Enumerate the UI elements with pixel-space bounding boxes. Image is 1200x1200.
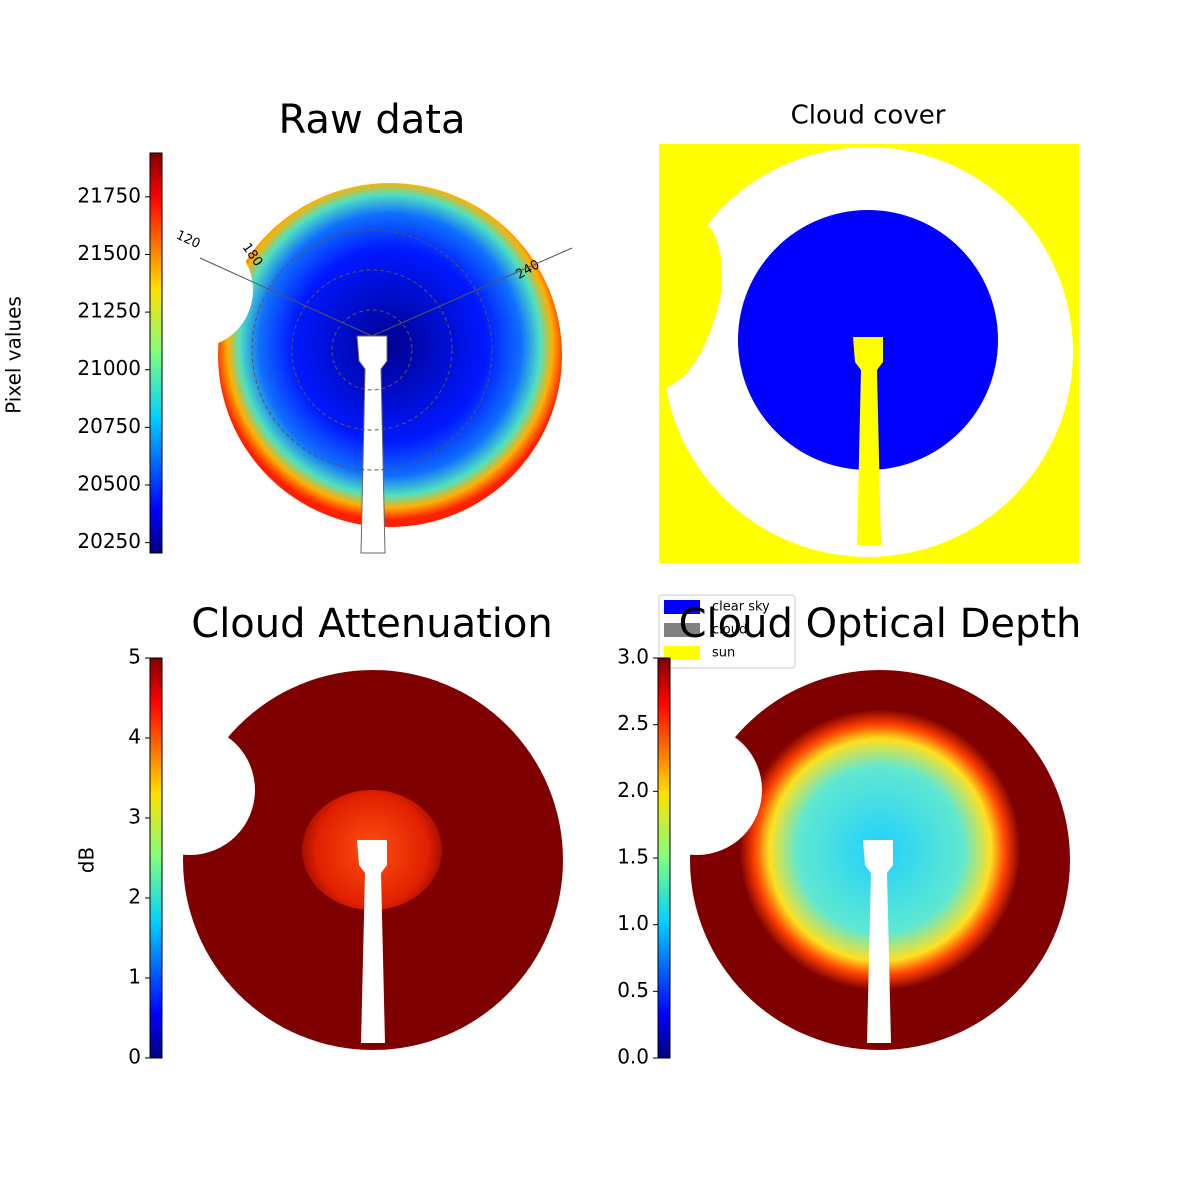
legend-patch [664, 623, 700, 637]
legend-label: clear sky [712, 600, 770, 615]
panel-title: Cloud Optical Depth [679, 601, 1082, 647]
colorbar-tick-label: 0.0 [617, 1045, 649, 1069]
colorbar-tick-label: 20500 [77, 471, 141, 495]
mask [125, 725, 255, 855]
panel: Cloud Attenuation 0 1 2 3 4 5 dB [75, 601, 563, 1069]
mask [632, 725, 762, 855]
legend-label: sun [712, 646, 735, 661]
colorbar-tick-label: 21000 [77, 356, 141, 380]
sky-image [218, 183, 562, 527]
legend-patch [664, 600, 700, 614]
polar-ring [251, 229, 493, 471]
colorbar-tick-label: 2.0 [617, 778, 649, 802]
colorbar-tick-label: 1.0 [617, 911, 649, 935]
colorbar-tick-label: 2.5 [617, 711, 649, 735]
colorbar-tick-label: 1 [128, 965, 141, 989]
legend-patch [664, 646, 700, 660]
panel-title: Cloud Attenuation [191, 601, 552, 647]
panel: Cloud Optical Depth 0.0 0.5 1.0 1.5 2.0 2.5 3.0 [617, 601, 1081, 1069]
colorbar-tick-label: 1.5 [617, 845, 649, 869]
legend-label: cloud [712, 623, 747, 638]
polar-ring [291, 269, 453, 431]
mask [137, 232, 253, 348]
colorbar-label: dB [75, 847, 99, 873]
colorbar [657, 657, 671, 1059]
colorbar-tick-label: 0 [128, 1045, 141, 1069]
panel-title: Raw data [279, 97, 466, 143]
colorbar-tick-label: 4 [128, 725, 141, 749]
polar-ring [331, 309, 413, 391]
stand [853, 337, 883, 545]
colorbar [149, 152, 163, 554]
notch [659, 200, 722, 390]
colorbar-tick-label: 21500 [77, 241, 141, 265]
colorbar-label: Pixel values [2, 296, 26, 414]
colorbar-tick-label: 2 [128, 885, 141, 909]
polar-spoke [371, 247, 573, 337]
mask [356, 335, 388, 554]
mask [863, 840, 893, 1043]
colorbar [149, 657, 163, 1059]
colorbar-tick-label: 5 [128, 645, 141, 669]
panel: clear sky cloud sun Cloud cover [658, 101, 1079, 669]
colorbar-tick-label: 3 [128, 805, 141, 829]
colorbar-tick-label: 3.0 [617, 645, 649, 669]
colorbar-tick-label: 20250 [77, 529, 141, 553]
polar-spoke [199, 257, 373, 337]
colorbar-tick-label: 0.5 [617, 978, 649, 1002]
panel-title: Cloud cover [791, 101, 946, 131]
mask [357, 840, 387, 1043]
colorbar-tick-label: 21250 [77, 299, 141, 323]
colorbar-tick-label: 21750 [77, 183, 141, 207]
colorbar-tick-label: 20750 [77, 414, 141, 438]
